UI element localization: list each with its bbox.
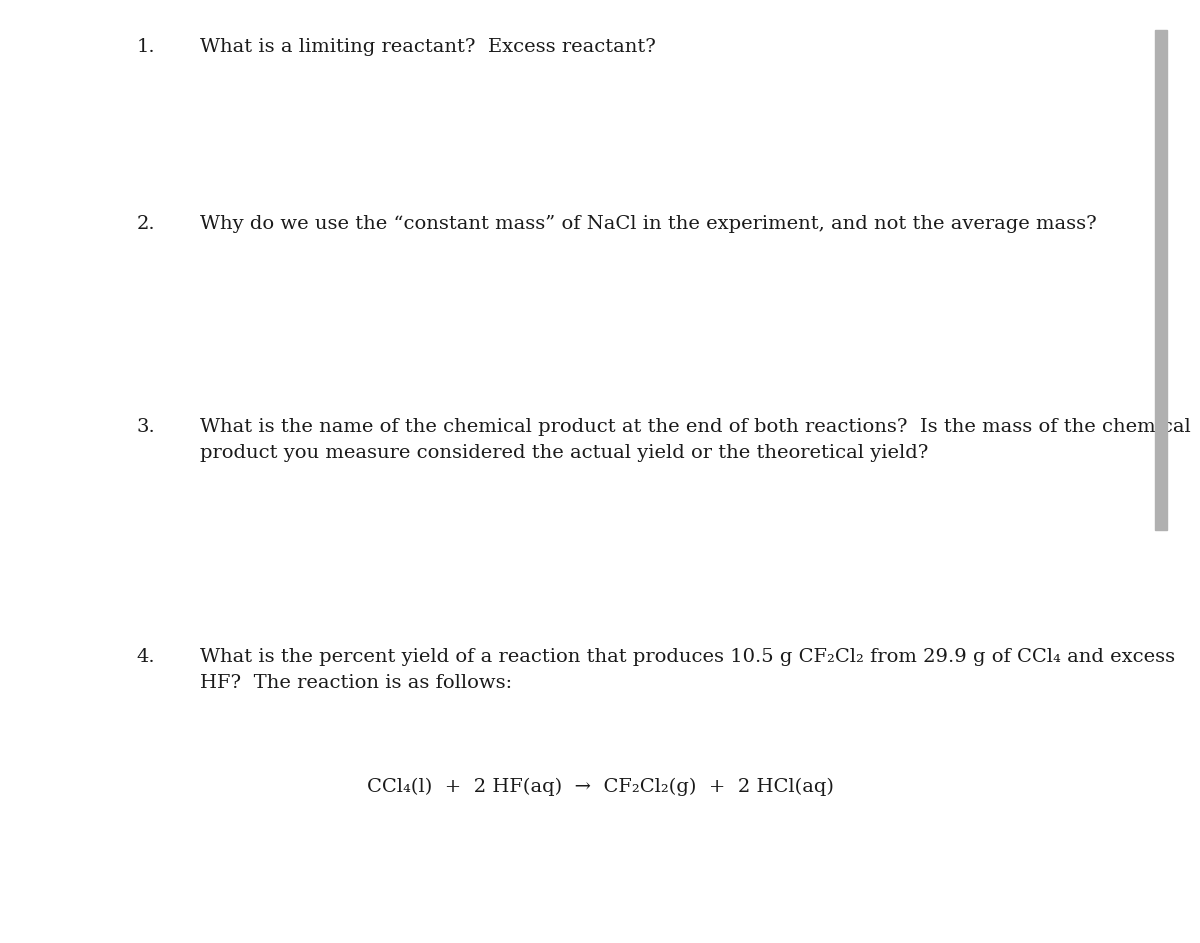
- Text: 2.: 2.: [137, 215, 155, 233]
- Text: Why do we use the “constant mass” of NaCl in the experiment, and not the average: Why do we use the “constant mass” of NaC…: [200, 215, 1097, 233]
- Text: HF?  The reaction is as follows:: HF? The reaction is as follows:: [200, 674, 512, 692]
- Text: product you measure considered the actual yield or the theoretical yield?: product you measure considered the actua…: [200, 444, 929, 462]
- Text: 3.: 3.: [137, 418, 155, 436]
- Bar: [1154, 30, 1166, 530]
- Text: 1.: 1.: [137, 38, 155, 56]
- Text: 4.: 4.: [137, 648, 155, 666]
- Text: What is a limiting reactant?  Excess reactant?: What is a limiting reactant? Excess reac…: [200, 38, 656, 56]
- Text: What is the name of the chemical product at the end of both reactions?  Is the m: What is the name of the chemical product…: [200, 418, 1190, 436]
- Text: What is the percent yield of a reaction that produces 10.5 g CF₂Cl₂ from 29.9 g : What is the percent yield of a reaction …: [200, 648, 1175, 666]
- Text: CCl₄(l)  +  2 HF(aq)  →  CF₂Cl₂(g)  +  2 HCl(aq): CCl₄(l) + 2 HF(aq) → CF₂Cl₂(g) + 2 HCl(a…: [366, 778, 834, 796]
